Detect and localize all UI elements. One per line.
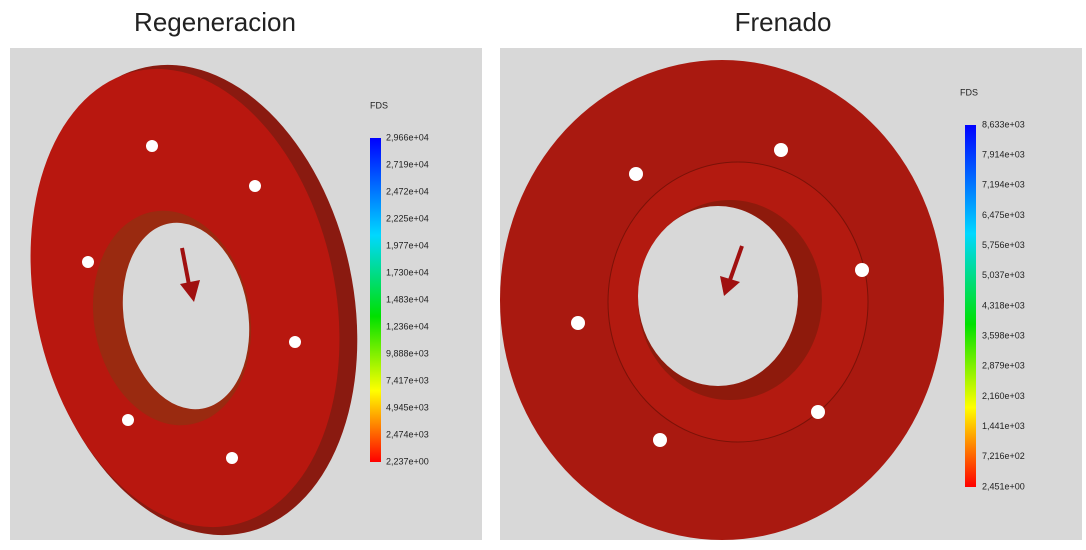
- legend-label: 2,451e+00: [982, 481, 1025, 491]
- legend-label: 7,194e+03: [982, 180, 1025, 190]
- legend-label: 4,318e+03: [982, 300, 1025, 310]
- legend-title: FDS: [960, 87, 978, 97]
- legend-label: 1,236e+04: [386, 321, 429, 331]
- legend-label: 1,441e+03: [982, 421, 1025, 431]
- legend-label: 8,633e+03: [982, 119, 1025, 129]
- legend-label: 2,225e+04: [386, 213, 429, 223]
- legend-label: 7,914e+03: [982, 150, 1025, 160]
- legend-label: 2,237e+00: [386, 456, 429, 466]
- legend-label: 2,719e+04: [386, 159, 429, 169]
- legend-label: 9,888e+03: [386, 348, 429, 358]
- panel-title: Frenado: [735, 7, 832, 37]
- legend-label: 4,945e+03: [386, 402, 429, 412]
- legend-label: 6,475e+03: [982, 210, 1025, 220]
- legend-label: 2,966e+04: [386, 132, 429, 142]
- legend-label: 2,472e+04: [386, 186, 429, 196]
- legend-label: 1,483e+04: [386, 294, 429, 304]
- legend-label: 7,417e+03: [386, 375, 429, 385]
- legend-label: 5,756e+03: [982, 240, 1025, 250]
- legend-label: 2,474e+03: [386, 429, 429, 439]
- legend-label: 2,160e+03: [982, 391, 1025, 401]
- legend-label: 5,037e+03: [982, 270, 1025, 280]
- disk-model: [500, 60, 944, 540]
- panel-title: Regeneracion: [134, 7, 296, 37]
- legend-title: FDS: [370, 100, 388, 110]
- legend-label: 1,977e+04: [386, 240, 429, 250]
- figure: Regeneracion FDS 2,966e+04 2,719e+04 2,472…: [0, 0, 1086, 545]
- legend-label: 3,598e+03: [982, 331, 1025, 341]
- legend-label: 2,879e+03: [982, 361, 1025, 371]
- colorbar: [965, 125, 976, 487]
- legend-label: 1,730e+04: [386, 267, 429, 277]
- page: {"panels": [ {"title": "Regeneracion", "…: [0, 0, 1086, 545]
- legend-label: 7,216e+02: [982, 451, 1025, 461]
- colorbar: [370, 138, 381, 462]
